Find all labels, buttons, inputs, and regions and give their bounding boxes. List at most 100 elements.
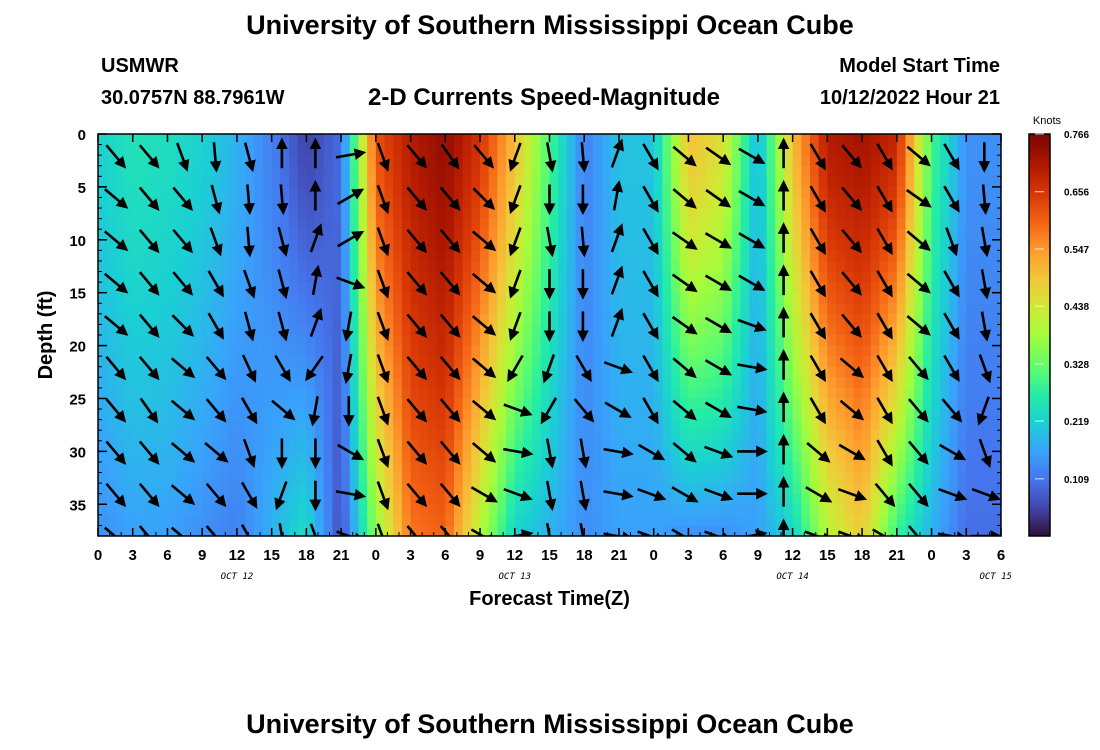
heatmap-cell: [818, 165, 828, 177]
current-arrow: [406, 228, 428, 254]
heatmap-cell: [497, 176, 507, 188]
heatmap-cell: [914, 208, 924, 220]
heatmap-cell: [323, 483, 334, 495]
heatmap-cell: [836, 430, 846, 442]
heatmap-cell: [523, 377, 533, 389]
heatmap-cell: [202, 525, 212, 536]
heatmap-cell: [558, 271, 568, 283]
heatmap-cell: [349, 134, 360, 146]
heatmap-cell: [627, 292, 637, 304]
heatmap-cell: [488, 356, 498, 368]
current-arrow: [138, 355, 160, 381]
heatmap-cell: [592, 504, 603, 516]
heatmap-cell: [375, 472, 386, 484]
heatmap-cell: [98, 387, 108, 400]
x-tick-label: 18: [298, 547, 315, 564]
heatmap-cell: [862, 483, 872, 495]
heatmap-cell: [671, 345, 681, 357]
heatmap-cell: [549, 525, 559, 536]
heatmap-cell: [974, 271, 985, 283]
heatmap-cell: [167, 197, 177, 209]
heatmap-cell: [306, 493, 316, 505]
heatmap-cell: [931, 229, 941, 241]
heatmap-cell: [636, 356, 646, 368]
heatmap-cell: [592, 155, 603, 167]
heatmap-cell: [132, 134, 143, 146]
heatmap-cell: [688, 398, 698, 410]
heatmap-cell: [98, 356, 108, 368]
heatmap-cell: [98, 282, 108, 294]
heatmap-cell: [627, 218, 637, 230]
heatmap-cell: [931, 514, 941, 527]
current-arrow: [841, 228, 862, 254]
heatmap-cell: [714, 451, 724, 463]
heatmap-cell: [558, 155, 568, 167]
current-arrow: [205, 482, 227, 508]
heatmap-cell: [966, 366, 976, 378]
heatmap-cell: [254, 493, 264, 505]
heatmap-cell: [775, 144, 785, 156]
heatmap-cell: [914, 483, 924, 495]
heatmap-cell: [992, 197, 1001, 209]
heatmap-cell: [671, 366, 681, 378]
heatmap-cell: [471, 324, 481, 336]
heatmap-cell: [731, 186, 742, 199]
heatmap-cell: [540, 514, 551, 527]
heatmap-cell: [957, 419, 967, 431]
heatmap-cell: [150, 186, 160, 199]
heatmap-cell: [931, 282, 941, 294]
heatmap-cell: [766, 229, 776, 241]
heatmap-cell: [601, 282, 611, 294]
heatmap-cell: [809, 197, 820, 209]
heatmap-cell: [289, 324, 299, 336]
heatmap-cell: [540, 197, 551, 209]
heatmap-cell: [332, 282, 342, 294]
heatmap-cell: [566, 155, 577, 167]
heatmap-cell: [367, 504, 377, 516]
heatmap-cell: [697, 239, 707, 251]
heatmap-cell: [375, 419, 386, 431]
heatmap-cell: [254, 239, 264, 251]
heatmap-cell: [783, 218, 794, 230]
heatmap-cell: [271, 250, 281, 262]
heatmap-cell: [132, 483, 143, 495]
heatmap-cell: [966, 493, 976, 505]
heatmap-cell: [401, 461, 412, 474]
heatmap-cell: [948, 186, 959, 199]
heatmap-cell: [862, 260, 872, 273]
heatmap-cell: [462, 324, 472, 336]
heatmap-cell: [844, 461, 854, 474]
heatmap-cell: [783, 197, 794, 209]
heatmap-cell: [992, 356, 1001, 368]
heatmap-cell: [375, 387, 386, 400]
heatmap-cell: [427, 313, 438, 326]
heatmap-cell: [393, 144, 403, 156]
heatmap-cell: [818, 387, 828, 400]
heatmap-cell: [592, 387, 603, 400]
heatmap-cell: [992, 398, 1001, 410]
heatmap-cell: [679, 144, 690, 156]
heatmap-cell: [558, 186, 568, 199]
heatmap-cell: [532, 398, 542, 410]
heatmap-cell: [896, 430, 907, 442]
heatmap-cell: [966, 144, 976, 156]
heatmap-cell: [862, 218, 872, 230]
heatmap-cell: [740, 525, 750, 536]
heatmap-cell: [931, 493, 941, 505]
heatmap-cell: [870, 260, 881, 273]
heatmap-cell: [922, 440, 933, 452]
heatmap-cell: [462, 419, 472, 431]
heatmap-cell: [141, 282, 151, 294]
heatmap-cell: [98, 366, 108, 378]
heatmap-cell: [106, 504, 116, 516]
heatmap-cell: [384, 313, 394, 326]
heatmap-cell: [775, 324, 785, 336]
heatmap-cell: [940, 208, 950, 220]
heatmap-cell: [931, 250, 941, 262]
heatmap-cell: [974, 155, 985, 167]
heatmap-cell: [332, 303, 342, 315]
heatmap-cell: [671, 250, 681, 262]
heatmap-cell: [827, 250, 837, 262]
heatmap-cell: [462, 218, 472, 230]
heatmap-cell: [462, 461, 472, 474]
